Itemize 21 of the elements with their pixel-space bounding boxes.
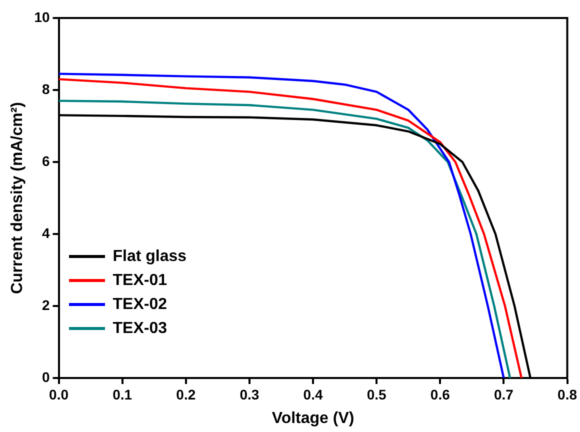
x-tick-label: 0.0	[49, 386, 69, 402]
x-tick-label: 0.7	[494, 386, 514, 402]
y-tick-label: 8	[42, 80, 50, 97]
legend-label: TEX-03	[112, 320, 168, 338]
y-tick-label: 2	[42, 296, 50, 313]
x-tick-label: 0.3	[240, 386, 260, 402]
y-axis-title: Current density (mA/cm²)	[9, 102, 26, 294]
legend-label: Flat glass	[112, 248, 187, 266]
x-tick-label: 0.6	[430, 386, 450, 402]
legend-label: TEX-02	[112, 296, 168, 314]
legend-label: TEX-01	[112, 272, 168, 290]
x-axis-title: Voltage (V)	[272, 410, 354, 427]
x-tick-label: 0.8	[558, 386, 578, 402]
x-tick-label: 0.5	[366, 386, 387, 402]
x-tick-label: 0.4	[303, 386, 323, 402]
y-tick-label: 6	[42, 152, 50, 169]
x-tick-label: 0.2	[176, 386, 196, 402]
x-tick-label: 0.1	[112, 386, 132, 402]
y-tick-label: 4	[42, 224, 50, 241]
y-tick-label: 0	[42, 368, 50, 385]
y-tick-label: 10	[34, 8, 50, 25]
